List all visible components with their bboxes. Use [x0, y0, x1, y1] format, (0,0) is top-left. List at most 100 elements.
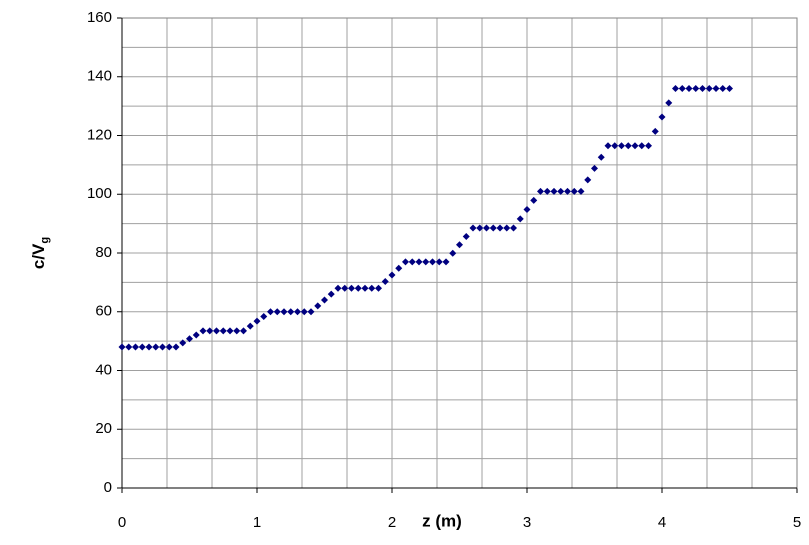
data-point — [321, 296, 328, 304]
data-point — [699, 85, 706, 92]
y-tick-label: 20 — [95, 420, 112, 437]
data-point — [456, 241, 463, 249]
data-point — [618, 142, 625, 150]
data-point — [300, 308, 308, 316]
data-point — [692, 85, 700, 92]
data-point — [611, 142, 619, 150]
data-point — [294, 308, 301, 316]
data-point — [145, 343, 153, 351]
data-point — [159, 343, 166, 351]
data-point — [172, 343, 180, 351]
data-point — [483, 224, 490, 232]
data-point — [408, 258, 416, 266]
data-point — [462, 233, 470, 241]
data-point — [388, 271, 396, 279]
data-point — [449, 249, 457, 257]
data-point — [530, 196, 538, 204]
data-point — [287, 308, 295, 316]
data-point — [678, 85, 686, 92]
data-point — [334, 284, 342, 292]
data-point — [503, 224, 511, 232]
data-point — [327, 290, 335, 298]
x-tick-label: 2 — [388, 514, 396, 531]
data-point — [685, 85, 693, 92]
data-point — [570, 187, 578, 195]
data-point — [516, 215, 524, 223]
data-point — [381, 277, 389, 285]
data-point — [584, 176, 592, 184]
data-point — [361, 284, 369, 292]
data-point — [341, 284, 349, 292]
data-point — [314, 302, 322, 310]
y-tick-label: 140 — [87, 68, 112, 85]
data-point — [672, 85, 679, 92]
y-tick-label: 80 — [95, 244, 112, 261]
data-point — [246, 322, 254, 330]
data-point — [537, 187, 544, 195]
data-point — [152, 343, 160, 351]
data-point — [199, 327, 207, 335]
data-point — [226, 327, 234, 335]
data-point — [496, 224, 504, 232]
data-point — [415, 258, 423, 266]
x-axis-label: z (m) — [422, 511, 462, 530]
data-point — [469, 224, 477, 232]
data-point — [435, 258, 443, 266]
data-point — [705, 85, 713, 92]
data-point — [489, 224, 497, 232]
data-point — [206, 327, 214, 335]
data-point — [192, 331, 200, 339]
data-point — [253, 317, 261, 325]
data-point — [375, 284, 382, 292]
x-tick-label: 1 — [253, 514, 261, 531]
data-point — [726, 85, 733, 92]
y-tick-label: 40 — [95, 361, 112, 378]
data-point — [597, 153, 605, 161]
data-point — [550, 187, 558, 195]
data-point — [564, 187, 571, 195]
y-axis-label-subscript: g — [39, 237, 51, 244]
data-point — [543, 187, 551, 195]
data-point — [442, 258, 450, 266]
data-point — [118, 343, 126, 351]
x-tick-label: 5 — [793, 514, 801, 531]
data-point — [267, 308, 274, 316]
data-point — [280, 308, 288, 316]
data-point — [125, 343, 133, 351]
data-point — [523, 206, 531, 214]
data-point — [665, 99, 673, 107]
data-point — [179, 339, 187, 347]
data-point — [395, 264, 403, 272]
data-point — [138, 343, 146, 351]
y-axis-label-main: c/V — [29, 243, 48, 269]
data-point — [624, 142, 632, 150]
data-point — [348, 284, 355, 292]
data-point — [260, 312, 268, 320]
y-tick-label: 0 — [104, 479, 112, 496]
data-point — [422, 258, 430, 266]
data-point — [132, 343, 139, 351]
data-point — [651, 127, 659, 135]
data-point — [233, 327, 241, 335]
y-axis-label: c/Vg — [29, 237, 50, 269]
x-tick-label: 0 — [118, 514, 126, 531]
data-point — [591, 164, 598, 172]
data-point — [658, 113, 666, 121]
data-point — [402, 258, 409, 266]
data-point — [510, 224, 517, 232]
data-point — [165, 343, 173, 351]
data-point — [186, 335, 193, 343]
x-tick-label: 3 — [523, 514, 531, 531]
data-point — [631, 142, 639, 150]
y-tick-label: 120 — [87, 126, 112, 143]
data-point — [219, 327, 227, 335]
data-point — [638, 142, 646, 150]
data-point — [240, 327, 247, 335]
y-tick-label: 100 — [87, 185, 112, 202]
data-point — [476, 224, 484, 232]
data-point — [604, 142, 612, 150]
y-tick-label: 60 — [95, 303, 112, 320]
data-point — [213, 327, 220, 335]
data-point — [273, 308, 281, 316]
